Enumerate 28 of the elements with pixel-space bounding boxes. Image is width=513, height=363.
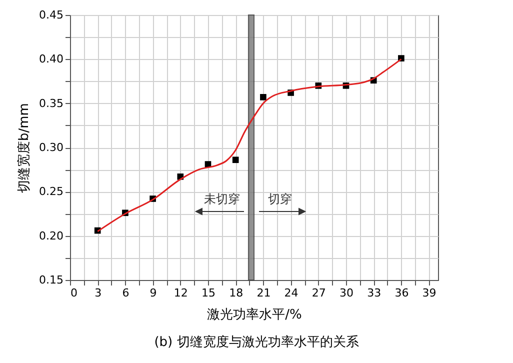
annotation: 未切穿	[204, 192, 240, 206]
point	[232, 156, 239, 164]
x-tick-label: 33	[367, 286, 382, 300]
x-tick-label: 18	[229, 286, 244, 300]
y-tick-label: 0.20	[39, 229, 64, 242]
x-axis-title: 激光功率水平/%	[207, 306, 302, 322]
y-tick-label: 0.25	[39, 185, 64, 198]
x-tick-label: 36	[394, 286, 409, 300]
x-tick-label: 3	[94, 286, 102, 300]
x-tick-label: 30	[340, 286, 354, 300]
annotation: 切穿	[268, 192, 292, 206]
x-tick-label: 39	[422, 286, 436, 300]
y-axis-title: 切缝宽度b/mm	[16, 103, 32, 193]
x-tick-label: 9	[150, 286, 157, 300]
y-tick-label: 0.45	[39, 8, 64, 22]
y-tick-label: 0.40	[39, 52, 64, 66]
x-tick-label: 21	[256, 286, 271, 300]
y-tick-label: 0.15	[39, 274, 64, 286]
x-tick-label: 27	[312, 286, 326, 300]
x-tick-label: 6	[122, 286, 130, 300]
x-tick-label: 24	[284, 286, 298, 300]
y-tick-label: 0.30	[39, 141, 64, 154]
x-tick-label: 12	[174, 286, 188, 300]
y-tick-label: 0.35	[39, 96, 64, 110]
x-tick-label: 0	[70, 286, 78, 300]
text: (b) 切缝宽度与激光功率水平的关系	[153, 334, 360, 351]
point	[260, 94, 266, 100]
x-tick-label: 15	[202, 286, 216, 300]
